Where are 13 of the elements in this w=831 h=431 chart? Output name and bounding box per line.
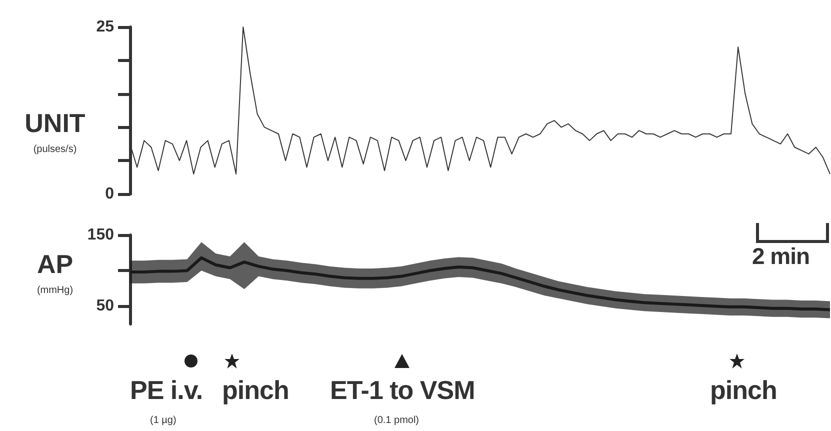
y-tick-label: 25 xyxy=(96,18,114,36)
annotation: 2 min xyxy=(752,243,810,269)
text: (0.1 pmol) xyxy=(374,415,420,426)
y-tick-label: 50 xyxy=(96,298,114,315)
text: pinch xyxy=(710,375,777,405)
text: PE i.v. xyxy=(130,375,203,405)
y-tick-label: 0 xyxy=(105,186,114,202)
y-axis-title: AP (mmHg) xyxy=(36,249,74,296)
text: (1 µg) xyxy=(150,415,176,426)
y-axis-title: UNIT (pulses/s) xyxy=(24,108,86,155)
y-tick-label: 150 xyxy=(87,226,114,244)
text: ET-1 to VSM xyxy=(330,375,475,405)
text: pinch xyxy=(222,375,289,405)
